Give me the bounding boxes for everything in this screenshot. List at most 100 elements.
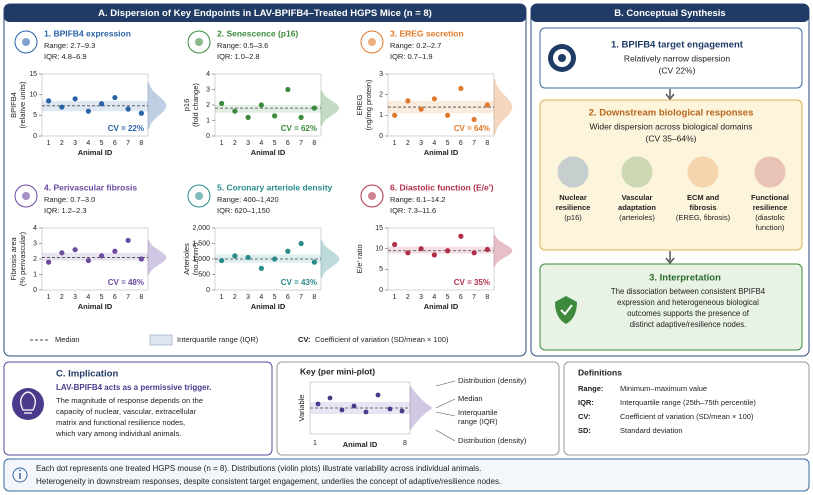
- x-tick-label: 6: [113, 294, 117, 301]
- data-point: [272, 256, 278, 262]
- data-point: [418, 106, 424, 112]
- key-axis-label: Variable: [297, 395, 306, 422]
- key-pointer: [435, 380, 456, 387]
- x-tick-label: 7: [472, 140, 476, 147]
- domain-label: (diastolic: [755, 213, 785, 222]
- plot-iqr: IQR: 1.2–2.3: [44, 206, 87, 215]
- iqr-band: [215, 254, 321, 263]
- key-dot: [375, 392, 381, 398]
- data-point: [258, 102, 264, 108]
- domain-label: Functional: [751, 193, 789, 202]
- domain-label: ECM and: [687, 193, 720, 202]
- y-tick-label: 10: [29, 92, 37, 99]
- plot-title: 2. Senescence (p16): [217, 28, 298, 38]
- data-point: [298, 114, 304, 120]
- panel-subtitle: LAV-BPIFB4 acts as a permissive trigger.: [56, 383, 211, 392]
- y-tick-label: 4: [33, 225, 37, 232]
- y-tick-label: 0: [206, 133, 210, 140]
- key-text: Median: [458, 394, 483, 403]
- key-violin: [409, 385, 433, 431]
- key-tick: 1: [313, 440, 317, 447]
- panel-c: [3, 361, 273, 456]
- y-tick-label: 3: [379, 71, 383, 78]
- key-tick: 8: [403, 440, 407, 447]
- data-point: [72, 247, 78, 253]
- x-tick-label: 2: [406, 140, 410, 147]
- data-point: [458, 85, 464, 92]
- key-dot: [351, 403, 357, 409]
- data-point: [112, 248, 118, 254]
- x-tick-label: 3: [419, 294, 423, 301]
- data-point: [258, 265, 264, 271]
- y-tick-label: 1,000: [192, 256, 210, 263]
- x-tick-label: 2: [406, 294, 410, 301]
- box-text: expression and heterogeneous biological: [617, 298, 759, 307]
- footnote: Heterogeneity in downstream responses, d…: [36, 477, 501, 486]
- y-tick-label: 0: [33, 133, 37, 140]
- domain-icon: [687, 156, 719, 188]
- y-tick-label: 1,500: [192, 240, 210, 247]
- x-tick-label: 1: [393, 140, 397, 147]
- y-axis-label: BPIFB4: [9, 92, 18, 118]
- x-axis-label: Animal ID: [424, 302, 459, 311]
- x-tick-label: 8: [485, 294, 489, 301]
- cv-label: CV = 22%: [108, 124, 144, 133]
- data-point: [46, 98, 52, 104]
- x-tick-label: 4: [432, 294, 436, 301]
- data-point: [418, 246, 424, 252]
- box-text: Wider dispersion across biological domai…: [590, 121, 753, 131]
- data-point: [59, 104, 65, 110]
- domain-label: fibrosis: [689, 203, 716, 212]
- y-tick-label: 4: [206, 71, 210, 78]
- plot-range: Range: 400–1,420: [217, 195, 279, 204]
- violin: [493, 234, 513, 267]
- y-tick-label: 5: [379, 266, 383, 273]
- x-tick-label: 2: [60, 294, 64, 301]
- x-tick-label: 7: [126, 294, 130, 301]
- definition-term: IQR:: [578, 398, 594, 407]
- data-point: [245, 254, 251, 261]
- iqr-band: [42, 252, 148, 261]
- data-point: [298, 240, 304, 247]
- shield-icon: [560, 304, 573, 316]
- y-axis-label: (relative units): [18, 81, 27, 129]
- key-dot: [399, 408, 405, 414]
- box-text: Relatively narrow dispersion: [624, 53, 731, 63]
- plot-iqr: IQR: 4.8–6.9: [44, 52, 87, 61]
- plot-iqr: IQR: 7.3–11.6: [390, 206, 436, 215]
- domain-label: Vascular: [622, 193, 653, 202]
- domain-icon: [754, 156, 786, 188]
- y-tick-label: 2: [33, 256, 37, 263]
- cv-label: CV = 43%: [281, 278, 317, 287]
- plot-range: Range: 0.2–2.7: [390, 41, 441, 50]
- data-point: [138, 110, 144, 116]
- data-point: [232, 108, 238, 114]
- x-tick-label: 7: [126, 140, 130, 147]
- legend-text: CV:: [298, 335, 311, 344]
- panel-b-header: [531, 4, 809, 22]
- violin: [493, 79, 513, 135]
- x-axis-label: Animal ID: [251, 148, 286, 157]
- violin: [320, 240, 340, 278]
- domain-label: (EREG, fibrosis): [676, 213, 731, 222]
- box-text: distinct adaptive/resilience nodes.: [630, 320, 747, 329]
- y-axis-label: Arterioles: [182, 243, 191, 275]
- key-text: Distribution (density): [458, 376, 527, 385]
- definitions-title: Definitions: [578, 367, 622, 377]
- x-tick-label: 7: [472, 294, 476, 301]
- domain-icon: [621, 156, 653, 188]
- cv-label: CV = 64%: [454, 124, 490, 133]
- x-axis-label: Animal ID: [78, 148, 113, 157]
- x-tick-label: 4: [259, 140, 263, 147]
- definition-text: Coefficient of variation (SD/mean × 100): [620, 412, 754, 421]
- domain-label: (arterioles): [619, 213, 655, 222]
- key-dot: [327, 395, 333, 401]
- info-icon: [19, 469, 21, 472]
- key-dot: [339, 407, 345, 413]
- x-tick-label: 8: [139, 294, 143, 301]
- y-tick-label: 0: [33, 287, 37, 294]
- key-axis-label: Animal ID: [343, 440, 378, 449]
- y-axis-label: (fold change): [191, 83, 200, 127]
- data-point: [405, 250, 411, 256]
- y-tick-label: 5: [33, 112, 37, 119]
